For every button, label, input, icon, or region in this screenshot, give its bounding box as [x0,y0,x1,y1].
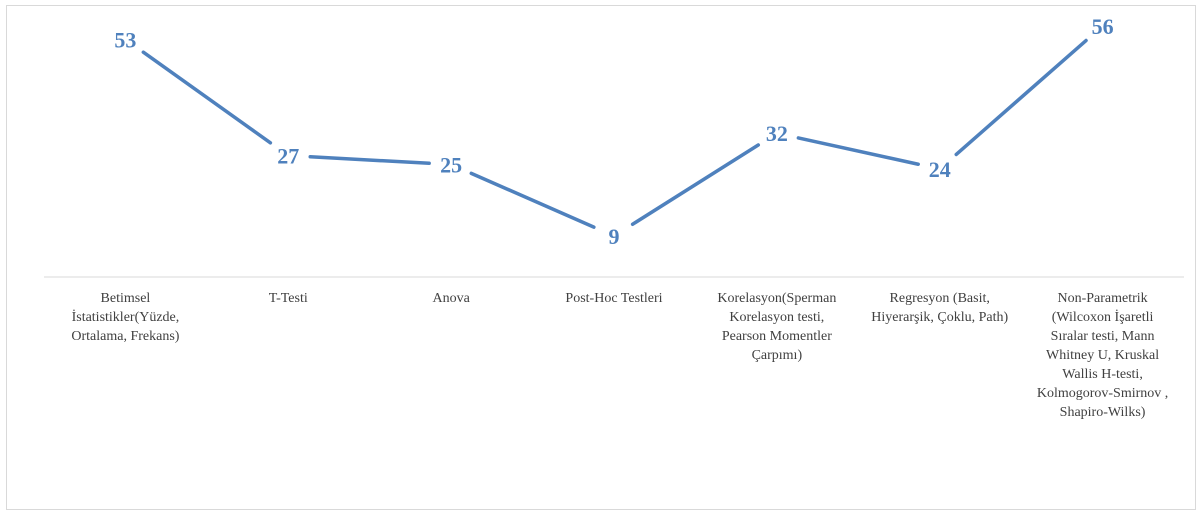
series-line-group [141,38,1088,229]
data-label: 24 [929,157,951,182]
category-label: Betimsel İstatistikler(Yüzde, Ortalama, … [71,291,180,344]
data-label: 25 [440,153,462,178]
series-line-segment [954,38,1088,157]
series-line-segment [630,143,761,227]
category-label: Non-Parametrik (Wilcoxon İşaretli Sırala… [1036,291,1169,420]
category-label: Anova [432,291,470,306]
series-line-segment [308,155,431,166]
data-label: 32 [766,121,788,146]
data-label: 9 [609,224,620,249]
chart-area [6,5,1196,510]
series-line-segment [141,50,273,145]
data-labels-group: 53 27 25 9 32 24 56 [114,14,1113,249]
data-label: 53 [114,27,136,52]
series-line-segment [469,171,596,229]
category-label: Regresyon (Basit, Hiyerarşik, Çoklu, Pat… [871,291,1009,325]
category-label: Korelasyon(Sperman Korelasyon testi, Pea… [717,291,837,363]
data-label: 56 [1092,14,1114,39]
category-label: T-Testi [268,291,308,306]
category-label: Post-Hoc Testleri [565,291,663,306]
data-label: 27 [277,144,299,169]
series-line-segment [796,136,920,167]
